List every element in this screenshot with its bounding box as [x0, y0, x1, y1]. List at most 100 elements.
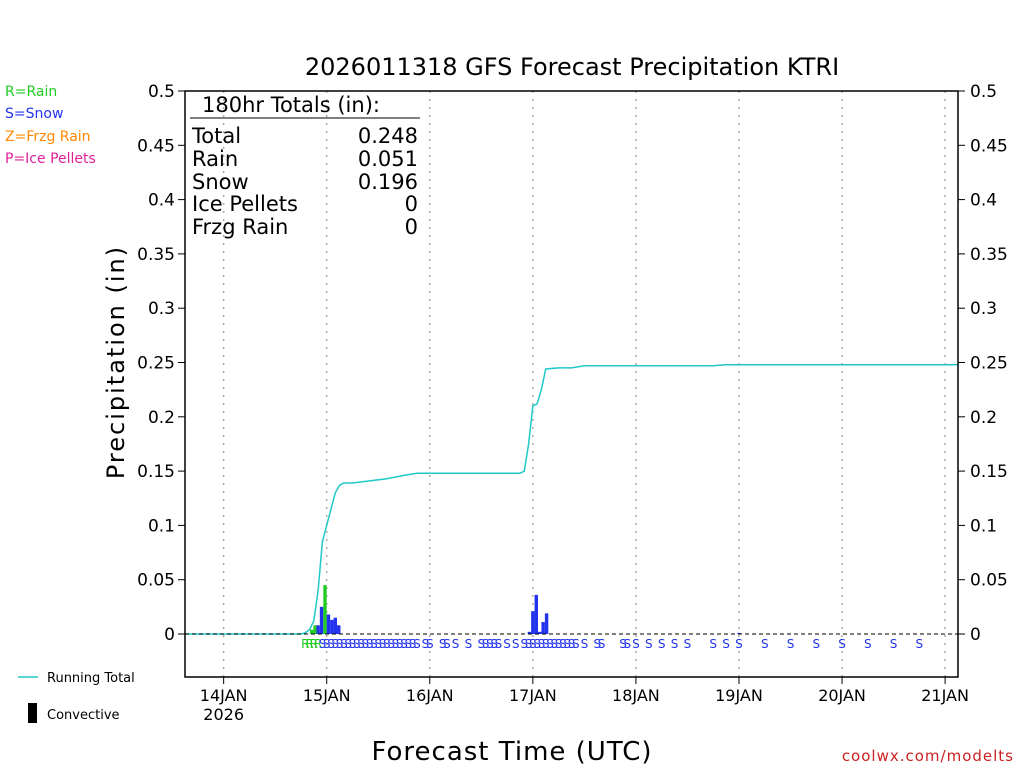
snow-marker: S [787, 637, 795, 651]
y-tick-label-left: 0.5 [148, 82, 175, 102]
y-tick-label-right: 0.4 [970, 191, 997, 211]
snow-marker: S [533, 637, 541, 651]
snow-marker: S [551, 637, 559, 651]
snow-marker: S [581, 637, 589, 651]
snow-marker: S [336, 637, 344, 651]
snow-marker: S [482, 637, 490, 651]
snow-marker: S [593, 637, 601, 651]
snow-marker: S [374, 637, 382, 651]
y-tick-label-left: 0 [164, 625, 175, 645]
snow-marker: S [563, 637, 571, 651]
precip-bar [326, 614, 331, 634]
y-tick-label-right: 0 [970, 625, 981, 645]
snow-marker: S [349, 637, 357, 651]
snow-marker: S [340, 637, 348, 651]
totals-value-snow: 0.196 [358, 170, 418, 194]
totals-value-ice-pellets: 0 [405, 192, 418, 216]
y-tick-label-right: 0.15 [970, 462, 1008, 482]
legend-frzg-rain: Z=Frzg Rain [5, 129, 91, 145]
x-axis-label: Forecast Time (UTC) [371, 737, 652, 767]
snow-marker: S [559, 637, 567, 651]
snow-marker: S [864, 637, 872, 651]
x-tick-label: 17JAN [509, 686, 557, 705]
precip-bar [323, 585, 327, 634]
precip-bar [313, 625, 317, 634]
snow-marker: S [890, 637, 898, 651]
snow-marker: S [555, 637, 563, 651]
y-tick-label-left: 0.45 [137, 136, 175, 156]
precip-bar [527, 631, 532, 634]
y-tick-label-left: 0.15 [137, 462, 175, 482]
precip-bar [538, 631, 542, 634]
snow-marker: S [426, 637, 434, 651]
totals-label-snow: Snow [192, 170, 249, 194]
totals-value-total: 0.248 [358, 124, 418, 148]
snow-marker: S [383, 637, 391, 651]
snow-marker: S [598, 637, 606, 651]
x-tick-label: 19JAN [715, 686, 763, 705]
y-tick-label-right: 0.25 [970, 354, 1008, 374]
x-tick-label: 16JAN [406, 686, 454, 705]
totals-value-rain: 0.051 [358, 147, 418, 171]
snow-marker: S [684, 637, 692, 651]
y-tick-label-left: 0.25 [137, 354, 175, 374]
precip-bar [531, 611, 535, 634]
snow-marker: S [344, 637, 352, 651]
x-tick-sublabel: 2026 [203, 705, 244, 724]
snow-marker: S [645, 637, 653, 651]
snow-marker: S [722, 637, 730, 651]
y-axis-ticks: 0 00.05 0.050.1 0.10.15 0.150.2 0.20.25 0.250.… [137, 82, 1008, 645]
totals-box: 180hr Totals (in): Total 0.248 Rain 0.05… [190, 93, 420, 239]
y-tick-label-left: 0.4 [148, 191, 175, 211]
snow-marker: S [409, 637, 417, 651]
snow-marker: S [366, 637, 374, 651]
precip-bar [316, 625, 320, 634]
snow-marker: S [812, 637, 820, 651]
snow-marker: S [916, 637, 924, 651]
snow-marker: S [443, 637, 451, 651]
convective-swatch [28, 703, 37, 723]
totals-label-rain: Rain [192, 147, 238, 171]
y-axis-label: Precipitation (in) [102, 245, 130, 479]
precip-bar [333, 617, 338, 634]
legend-rain: R=Rain [5, 84, 57, 100]
y-tick-label-right: 0.2 [970, 408, 997, 428]
precip-bar [737, 632, 741, 634]
snow-marker: S [413, 637, 421, 651]
x-tick-label: 18JAN [612, 686, 660, 705]
rain-marker: R [301, 637, 309, 651]
precip-bar [319, 606, 324, 634]
snow-marker: S [331, 637, 339, 651]
snow-marker: S [486, 637, 494, 651]
credit-text: coolwx.com/modelts [842, 747, 1014, 765]
snow-marker: S [671, 637, 679, 651]
snow-marker: S [392, 637, 400, 651]
snow-marker: S [353, 637, 361, 651]
x-tick-label: 15JAN [303, 686, 351, 705]
y-tick-label-right: 0.5 [970, 82, 997, 102]
legend-snow: S=Snow [5, 106, 63, 122]
snow-marker: S [520, 637, 528, 651]
snow-marker: S [838, 637, 846, 651]
snow-marker: S [525, 637, 533, 651]
snow-marker: S [735, 637, 743, 651]
y-tick-label-right: 0.05 [970, 571, 1008, 591]
snow-marker: S [465, 637, 473, 651]
grid-lines [222, 91, 946, 677]
convective-legend-label: Convective [47, 708, 120, 723]
rain-marker: R [310, 637, 318, 651]
snow-marker: S [404, 637, 412, 651]
y-tick-label-left: 0.2 [148, 408, 175, 428]
snow-marker: S [512, 637, 520, 651]
snow-marker: S [478, 637, 486, 651]
snow-marker: S [495, 637, 503, 651]
precip-bar [534, 594, 539, 634]
snow-marker: S [362, 637, 370, 651]
precip-bar [541, 622, 545, 634]
snow-marker: S [370, 637, 378, 651]
snow-marker: S [538, 637, 546, 651]
type-legend: R=Rain S=Snow Z=Frzg Rain P=Ice Pellets [5, 84, 96, 167]
snow-marker: S [632, 637, 640, 651]
